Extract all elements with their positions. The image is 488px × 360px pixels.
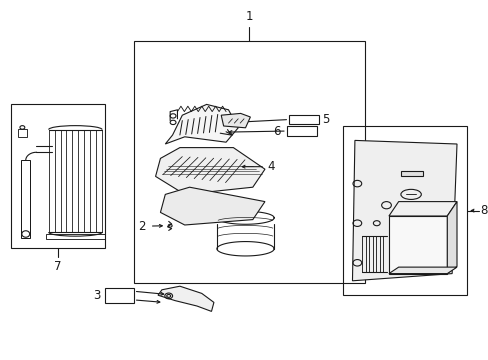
Text: 7: 7 [54, 260, 61, 273]
Bar [18, 129, 27, 137]
Polygon shape [352, 140, 456, 281]
Bar [46, 234, 104, 239]
Polygon shape [447, 202, 456, 274]
Bar [342, 126, 466, 295]
Polygon shape [165, 104, 238, 144]
Polygon shape [158, 286, 213, 311]
Bar [21, 160, 30, 238]
Bar [133, 41, 364, 283]
Polygon shape [388, 202, 456, 216]
Polygon shape [221, 113, 250, 128]
Bar [400, 171, 422, 176]
Text: 3: 3 [93, 289, 101, 302]
Bar [11, 104, 105, 248]
Text: 4: 4 [267, 160, 274, 173]
Text: 6: 6 [272, 125, 280, 138]
Text: 2: 2 [138, 220, 145, 233]
Bar [104, 288, 133, 303]
Bar [289, 115, 319, 124]
Polygon shape [388, 267, 456, 274]
Bar [286, 126, 316, 136]
Bar [388, 216, 447, 274]
Ellipse shape [400, 189, 421, 199]
Polygon shape [160, 187, 264, 225]
Text: 8: 8 [479, 204, 487, 217]
Text: 1: 1 [245, 10, 252, 23]
Polygon shape [155, 148, 264, 194]
Text: 5: 5 [321, 113, 328, 126]
